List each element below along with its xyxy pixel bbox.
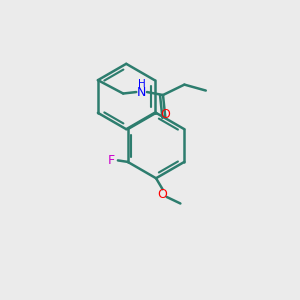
Text: O: O [160, 108, 170, 121]
Text: N: N [137, 85, 146, 98]
Text: F: F [108, 154, 115, 167]
Text: H: H [138, 79, 146, 89]
Text: O: O [158, 188, 167, 201]
